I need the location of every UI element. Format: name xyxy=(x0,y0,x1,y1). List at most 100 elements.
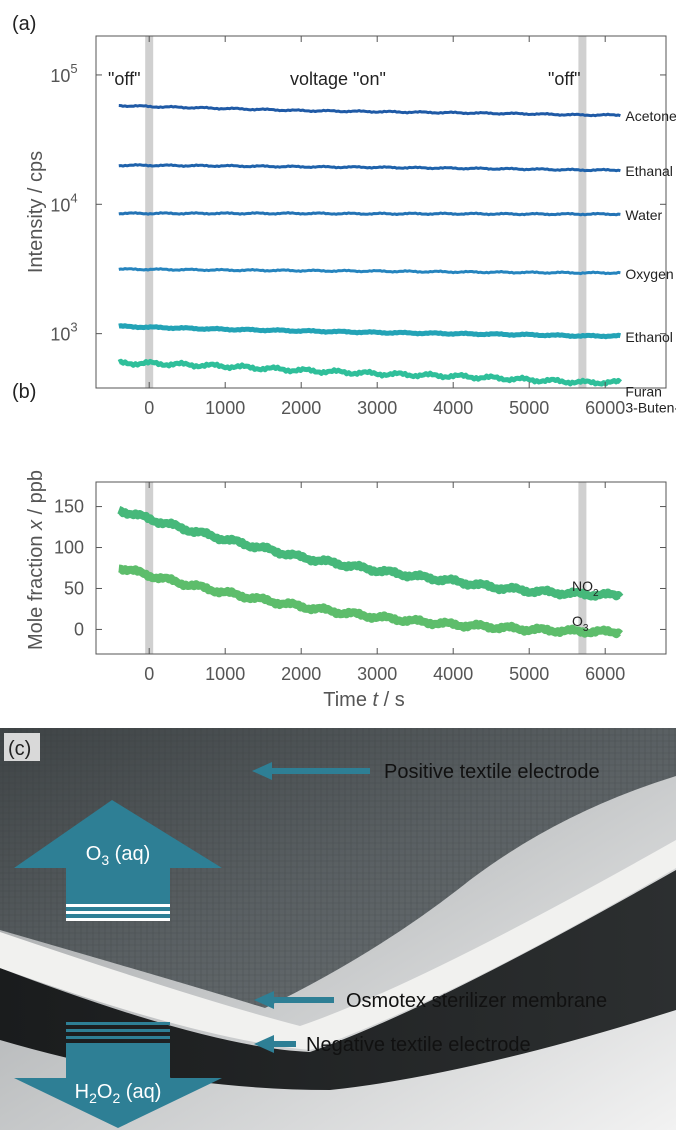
series-line-acetone xyxy=(118,104,621,118)
callout-membrane: Osmotex sterilizer membrane xyxy=(254,990,607,1012)
series-line-furan xyxy=(117,358,623,387)
series-line-water xyxy=(118,211,621,217)
y-tick-exponent: 3 xyxy=(70,320,77,335)
series-name-water: Water xyxy=(625,207,662,223)
up-arrow-stripe-3 xyxy=(66,918,170,921)
up-arrow-suffix: (aq) xyxy=(109,843,150,865)
series-name-3-buten-2-on: 3-Buten-2-on xyxy=(625,399,676,415)
x-tick-label-0: 0 xyxy=(144,664,154,684)
y-tick-label-100: 100 xyxy=(54,538,84,558)
y-tick-base: 10 xyxy=(50,66,70,86)
phase-voltage-on: voltage "on" xyxy=(290,69,386,89)
callout-membrane-text: Osmotex sterilizer membrane xyxy=(346,990,607,1012)
x-tick-label-3000: 3000 xyxy=(357,398,397,418)
up-arrow-sub: 3 xyxy=(101,852,109,868)
h2o2-down-arrow: H2O2 (aq) xyxy=(14,1022,222,1128)
up-arrow-stripe-1 xyxy=(66,904,170,907)
x-tick-label-6000: 6000 xyxy=(585,398,625,418)
series-name-ethanol: Ethanol xyxy=(625,329,672,345)
x-tick-label-5000: 5000 xyxy=(509,398,549,418)
switch-band-1 xyxy=(578,482,587,654)
panel-b-tag: (b) xyxy=(12,381,36,403)
series-line-oxygen xyxy=(118,267,621,276)
y-tick-label-10000: 104 xyxy=(50,190,77,215)
series-line-ethanal xyxy=(118,163,621,173)
plot-b: 0 1000 2000 3000 4000 5000 6000 0 50 100 150 xyxy=(54,481,667,684)
series-name-ethanal: Ethanal xyxy=(625,163,672,179)
x-tick-label-1000: 1000 xyxy=(205,664,245,684)
x-axis-label: Time t / s xyxy=(323,689,405,711)
up-arrow-stripe-2 xyxy=(66,911,170,914)
down-o: O xyxy=(97,1081,113,1103)
series-line-no2 xyxy=(116,506,624,601)
callout-positive: Positive textile electrode xyxy=(252,761,600,783)
phase-off-left: "off" xyxy=(108,69,140,89)
up-arrow-prefix: O xyxy=(86,843,102,865)
callout-negative-text: Negative textile electrode xyxy=(306,1034,531,1056)
switch-band-0 xyxy=(145,482,154,654)
switch-band-0 xyxy=(145,36,154,388)
o3-sub: 3 xyxy=(583,623,589,634)
membrane-shape xyxy=(0,840,676,1050)
callout-positive-head xyxy=(252,762,272,780)
y-tick-base: 10 xyxy=(50,325,70,345)
down-sub-1: 2 xyxy=(89,1090,97,1106)
series-name-furan: Furan xyxy=(625,383,662,399)
down-suffix: (aq) xyxy=(120,1081,161,1103)
y-tick-label-100000: 105 xyxy=(50,61,77,86)
series-line-ethanol xyxy=(118,323,621,340)
x-tick-label-3000: 3000 xyxy=(357,664,397,684)
negative-electrode-shape xyxy=(0,870,676,1090)
callout-membrane-head xyxy=(254,991,274,1009)
series-label-no2: NO2 xyxy=(572,578,599,599)
axes-frame xyxy=(95,35,667,389)
down-arrow-stripe-2 xyxy=(66,1029,170,1032)
panel-c-tag-bg xyxy=(4,733,40,761)
y-axis-label-b-part-3: / ppb xyxy=(25,470,47,520)
down-arrow-stripe-3 xyxy=(66,1036,170,1039)
down-arrow-label: H2O2 (aq) xyxy=(75,1081,162,1106)
x-tick-label-1000: 1000 xyxy=(205,398,245,418)
callout-negative-head xyxy=(254,1035,274,1053)
switch-band-1 xyxy=(578,36,587,388)
series-name-oxygen: Oxygen xyxy=(625,266,673,282)
down-arrow-stripe-1 xyxy=(66,1022,170,1025)
o3-up-arrow: O3 (aq) xyxy=(14,800,222,921)
panel-a-tag: (a) xyxy=(12,13,36,35)
y-tick-label-150: 150 xyxy=(54,497,84,517)
o3-main: O xyxy=(572,613,583,629)
x-tick-label-4000: 4000 xyxy=(433,664,473,684)
y-tick-exponent: 5 xyxy=(70,61,77,76)
series-name-acetone: Acetone xyxy=(625,108,676,124)
no2-main: NO xyxy=(572,578,593,594)
x-tick-label-6000: 6000 xyxy=(585,664,625,684)
callout-positive-text: Positive textile electrode xyxy=(384,761,600,783)
no2-sub: 2 xyxy=(593,588,599,599)
x-tick-label-2000: 2000 xyxy=(281,398,321,418)
axes-frame xyxy=(95,481,667,655)
down-arrow-shape xyxy=(14,1043,222,1128)
up-arrow-label: O3 (aq) xyxy=(86,843,150,868)
y-tick-base: 10 xyxy=(50,195,70,215)
x-axis-label-var: t xyxy=(373,689,380,711)
y-tick-label-1000: 103 xyxy=(50,320,77,345)
up-arrow-shape xyxy=(14,800,222,918)
y-tick-label-0: 0 xyxy=(74,619,84,639)
y-tick-label-50: 50 xyxy=(64,578,84,598)
callout-negative: Negative textile electrode xyxy=(254,1034,531,1056)
x-tick-label-2000: 2000 xyxy=(281,664,321,684)
positive-electrode-weave xyxy=(0,728,676,1008)
plot-a: 0 1000 2000 3000 4000 5000 6000103104105Aceton… xyxy=(50,35,676,418)
y-axis-label-b-var: x xyxy=(25,519,47,531)
y-axis-label-b: Mole fraction x / ppb xyxy=(25,470,47,650)
x-tick-label-4000: 4000 xyxy=(433,398,473,418)
y-tick-exponent: 4 xyxy=(70,190,77,205)
x-axis-label-part-3: / s xyxy=(378,689,405,711)
down-h: H xyxy=(75,1081,89,1103)
x-axis-label-part-1: Time xyxy=(323,689,372,711)
down-sub-2: 2 xyxy=(112,1090,120,1106)
y-axis-label-b-part-1: Mole fraction xyxy=(25,530,47,650)
panel-c-tag: (c) xyxy=(8,738,31,760)
x-tick-label-0: 0 xyxy=(144,398,154,418)
